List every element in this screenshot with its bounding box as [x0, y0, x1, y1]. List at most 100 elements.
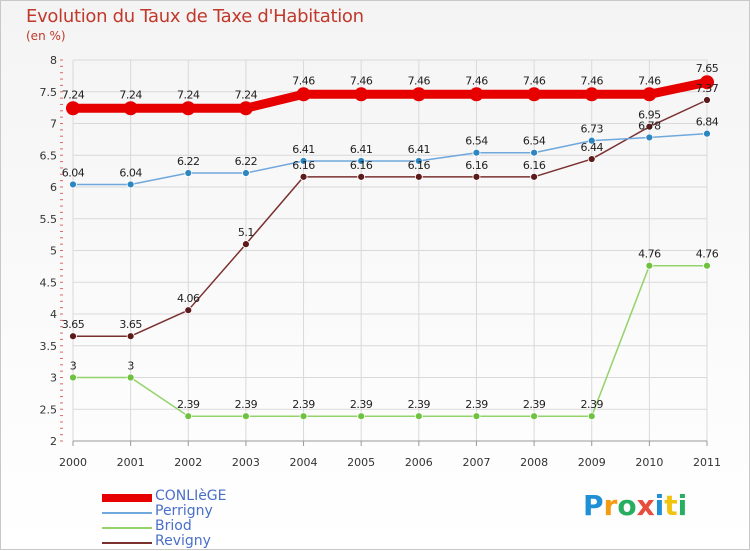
data-point — [587, 412, 596, 421]
series-line-0 — [73, 77, 708, 113]
data-point — [645, 261, 654, 270]
data-point — [472, 172, 481, 181]
data-label: 7.46 — [580, 74, 603, 87]
data-label: 2.39 — [292, 398, 315, 411]
data-point — [642, 87, 657, 102]
data-label: 7.46 — [465, 74, 488, 87]
legend-label: Revigny — [155, 533, 211, 549]
data-point — [242, 412, 250, 421]
data-point — [69, 373, 77, 382]
y-tick-label: 2 — [50, 435, 57, 448]
data-point — [411, 87, 426, 102]
data-label: 6.16 — [408, 159, 431, 172]
data-label: 2.39 — [177, 398, 200, 411]
series-line-3 — [73, 99, 708, 337]
data-label: 6.95 — [638, 109, 661, 122]
data-point — [123, 101, 138, 116]
data-point — [238, 101, 253, 116]
legend-label: Briod — [155, 518, 192, 534]
data-label: 2.39 — [523, 398, 546, 411]
proxiti-logo: Proxiti — [583, 489, 687, 522]
data-label: 5.1 — [238, 226, 254, 239]
data-label: 7.65 — [696, 62, 719, 75]
data-point — [703, 261, 711, 270]
logo-letter: i — [654, 489, 665, 522]
data-label: 6.44 — [580, 141, 603, 154]
x-tick-label: 2010 — [635, 456, 663, 469]
chart-unit-label: (en %) — [26, 29, 66, 43]
data-label: 2.39 — [408, 398, 431, 411]
data-label: 4.76 — [696, 248, 719, 261]
data-label: 7.46 — [350, 74, 373, 87]
data-label: 7.46 — [408, 74, 431, 87]
x-tick-label: 2001 — [117, 456, 145, 469]
data-label: 7.24 — [62, 88, 85, 101]
x-tick-label: 2002 — [174, 456, 202, 469]
data-point — [296, 87, 311, 102]
data-point — [530, 172, 538, 181]
data-point — [299, 412, 308, 421]
x-tick-label: 2007 — [462, 456, 490, 469]
data-point — [527, 87, 542, 102]
data-label: 6.54 — [465, 135, 488, 148]
y-tick-label: 7.5 — [40, 86, 58, 99]
data-point — [126, 332, 135, 341]
data-label: 4.06 — [177, 292, 200, 305]
logo-letter: x — [636, 489, 655, 522]
data-label: 3 — [127, 360, 134, 373]
y-tick-label: 6 — [50, 181, 57, 194]
x-tick-label: 2008 — [520, 456, 548, 469]
data-point — [357, 172, 366, 181]
data-point — [242, 240, 250, 249]
data-point — [69, 180, 77, 189]
y-tick-label: 5.5 — [40, 213, 58, 226]
data-point — [357, 157, 366, 165]
data-label: 2.39 — [235, 398, 258, 411]
data-label: 6.73 — [580, 123, 603, 136]
data-point — [126, 373, 135, 382]
data-point — [126, 180, 135, 189]
y-tick-label: 8 — [50, 54, 57, 67]
data-label: 3 — [70, 360, 77, 373]
data-point — [184, 306, 193, 315]
data-point — [645, 122, 654, 131]
logo-letter: o — [617, 489, 637, 522]
legend-swatch — [102, 512, 152, 514]
logo-letter: t — [664, 489, 678, 522]
data-point — [66, 101, 80, 116]
data-point — [703, 129, 711, 138]
data-point — [587, 155, 596, 163]
data-point — [645, 133, 654, 142]
data-label: 6.41 — [408, 143, 431, 156]
series-line-2 — [73, 264, 707, 417]
logo-letter: P — [583, 489, 604, 522]
data-point — [472, 148, 481, 157]
data-point — [414, 412, 423, 421]
data-label: 6.22 — [177, 155, 200, 168]
data-label: 7.46 — [638, 74, 661, 87]
x-tick-label: 2005 — [347, 456, 375, 469]
data-label: 7.37 — [696, 82, 719, 95]
data-point — [414, 172, 423, 181]
data-point — [584, 87, 599, 102]
data-label: 3.65 — [62, 318, 85, 331]
data-point — [299, 157, 308, 165]
data-label: 7.24 — [177, 88, 200, 101]
data-point — [299, 172, 308, 181]
data-point — [587, 136, 596, 145]
data-label: 7.46 — [523, 74, 546, 87]
legend-swatch — [102, 542, 152, 544]
data-label: 3.65 — [119, 318, 142, 331]
legend-swatch — [102, 527, 152, 529]
logo-letter: i — [677, 489, 688, 522]
data-label: 4.76 — [638, 248, 661, 261]
y-tick-label: 7 — [50, 118, 57, 131]
data-label: 6.04 — [119, 166, 142, 179]
data-point — [530, 148, 538, 157]
data-label: 2.39 — [465, 398, 488, 411]
data-label: 6.16 — [465, 159, 488, 172]
x-tick-label: 2009 — [578, 456, 606, 469]
logo-letter: r — [603, 489, 618, 522]
data-label: 6.16 — [523, 159, 546, 172]
data-point — [530, 412, 538, 421]
